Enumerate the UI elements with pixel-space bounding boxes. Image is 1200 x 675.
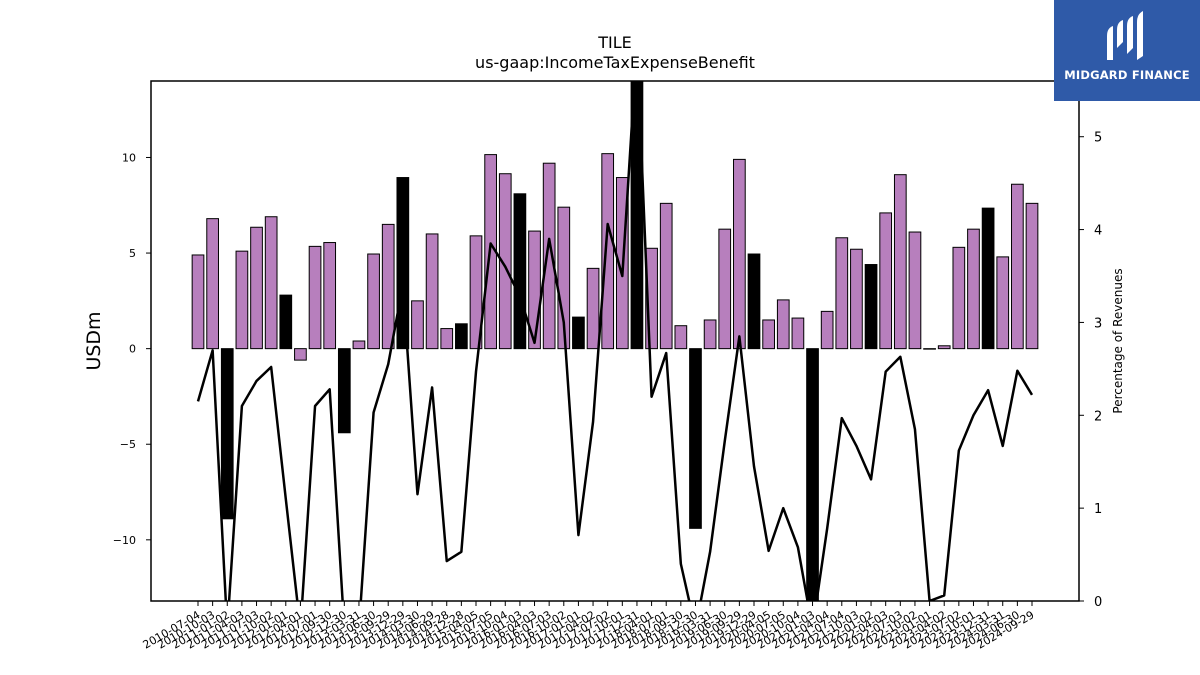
bar-2023-04-02 — [937, 345, 951, 350]
bar-2019-09-29 — [733, 158, 746, 350]
bar-2021-01-03 — [806, 348, 819, 601]
bar-2022-07-03 — [893, 174, 907, 350]
chart-subtitle: us-gaap:IncomeTaxExpenseBenefit — [475, 53, 755, 72]
bar-2011-04-03 — [235, 250, 249, 350]
percentage-line-series — [196, 81, 1034, 601]
y2-tick-label: 5 — [1094, 131, 1102, 146]
bar-2019-06-30 — [718, 228, 732, 350]
plot-frame — [150, 80, 1080, 602]
bar-2024-03-31 — [996, 256, 1010, 350]
bar-2012-09-30 — [323, 242, 337, 350]
bar-2021-04-04 — [820, 310, 834, 350]
y2-axis-label: Percentage of Revenues — [1111, 268, 1125, 413]
bar-2012-04-01 — [294, 348, 307, 361]
y2-tick-label: 0 — [1094, 595, 1102, 610]
bar-2011-01-02 — [220, 348, 234, 520]
bar-2021-07-04 — [835, 237, 849, 350]
y2-tick-label: 2 — [1094, 409, 1102, 424]
bar-series — [191, 81, 1039, 601]
bar-2019-03-31 — [703, 319, 717, 350]
bar-2015-10-04 — [498, 173, 512, 350]
x-axis: 2010-07-042010-10-032011-01-022011-04-03… — [141, 601, 1037, 652]
bar-2014-03-30 — [411, 300, 424, 350]
y-axis-left: −10 −5 0 5 10 — [113, 151, 151, 547]
y-tick-label: 5 — [129, 247, 136, 260]
bar-2014-06-29 — [425, 233, 439, 350]
bar-2020-07-05 — [776, 299, 790, 350]
bar-2012-07-01 — [308, 245, 322, 350]
bar-2017-01-01 — [572, 316, 585, 350]
bar-2018-12-30 — [689, 348, 702, 529]
bar-2022-04-03 — [879, 212, 893, 350]
bar-2023-01-01 — [923, 348, 936, 350]
bar-2011-07-03 — [250, 226, 263, 350]
bar-2012-01-01 — [279, 294, 293, 350]
y2-tick-label: 3 — [1094, 316, 1102, 331]
y-tick-label: −5 — [120, 438, 136, 451]
bar-2010-10-03 — [206, 218, 219, 350]
bar-2024-09-29 — [1025, 202, 1039, 350]
bar-2022-10-02 — [908, 231, 922, 350]
midgard-logo-icon — [1107, 11, 1143, 60]
bar-2017-07-02 — [601, 153, 615, 350]
y-axis-label: USDm — [83, 311, 105, 370]
bar-2014-12-28 — [455, 323, 468, 350]
bar-2014-09-28 — [440, 328, 454, 350]
bar-2023-07-02 — [952, 246, 966, 350]
y2-tick-label: 1 — [1094, 502, 1102, 517]
y-tick-label: −10 — [113, 534, 136, 547]
bar-2019-12-29 — [747, 253, 761, 350]
y2-tick-label: 4 — [1094, 224, 1102, 239]
bar-2013-12-29 — [396, 177, 410, 350]
bar-2011-10-02 — [264, 216, 278, 350]
midgard-finance-logo: MIDGARD FINANCE — [1054, 0, 1200, 101]
bar-2016-10-02 — [557, 206, 571, 350]
bar-2020-10-04 — [791, 317, 805, 350]
bar-2010-07-04 — [191, 254, 205, 350]
bar-2016-01-03 — [513, 193, 527, 350]
percentage-line — [196, 81, 1034, 601]
bar-2017-04-02 — [586, 267, 600, 350]
chart-title: TILE — [597, 33, 632, 52]
bar-2023-12-31 — [981, 207, 995, 350]
bar-2021-10-03 — [850, 248, 863, 350]
bar-2018-07-01 — [659, 202, 673, 350]
bar-2016-07-03 — [542, 162, 556, 350]
logo-text: MIDGARD FINANCE — [1064, 68, 1190, 82]
bar-2020-04-05 — [762, 319, 775, 350]
y-axis-right: 0 1 2 3 4 5 — [1079, 131, 1102, 610]
bar-2013-06-30 — [367, 253, 380, 350]
y-tick-label: 0 — [129, 343, 136, 356]
bar-2018-04-01 — [645, 247, 658, 350]
bar-2013-03-31 — [352, 340, 366, 350]
bar-2012-12-30 — [337, 348, 351, 434]
bar-2013-09-29 — [381, 223, 395, 350]
bar-2023-10-01 — [967, 228, 980, 350]
bar-2018-09-30 — [674, 325, 688, 350]
bar-2015-04-05 — [469, 235, 483, 350]
bar-2016-04-03 — [528, 230, 541, 350]
bar-2024-06-30 — [1011, 183, 1024, 350]
y-tick-label: 10 — [122, 151, 136, 164]
bar-2022-01-02 — [864, 264, 878, 350]
